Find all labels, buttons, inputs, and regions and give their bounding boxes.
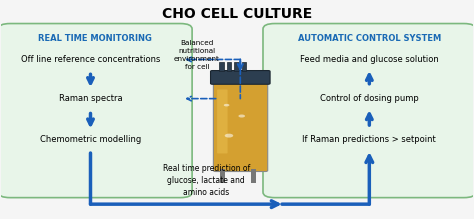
FancyBboxPatch shape (213, 74, 268, 171)
Circle shape (238, 115, 245, 118)
Text: CHO CELL CULTURE: CHO CELL CULTURE (162, 7, 312, 21)
Text: Control of dosing pump: Control of dosing pump (320, 94, 419, 103)
Text: Real time prediction of
glucose, lactate and
amino acids: Real time prediction of glucose, lactate… (163, 164, 250, 196)
Bar (251, 169, 256, 184)
Bar (242, 62, 246, 71)
Text: Feed media and glucose solution: Feed media and glucose solution (300, 55, 439, 64)
FancyBboxPatch shape (210, 71, 270, 84)
FancyBboxPatch shape (217, 90, 228, 154)
FancyBboxPatch shape (263, 24, 474, 198)
Text: REAL TIME MONITORING: REAL TIME MONITORING (38, 34, 152, 43)
Bar (219, 62, 224, 71)
Bar (227, 62, 231, 71)
FancyBboxPatch shape (0, 24, 192, 198)
Bar (234, 62, 239, 71)
Text: Balanced
nutritional
environment
for cell: Balanced nutritional environment for cel… (174, 40, 220, 70)
Text: If Raman predictions > setpoint: If Raman predictions > setpoint (302, 136, 436, 145)
Text: Raman spectra: Raman spectra (59, 94, 122, 103)
Bar (220, 169, 225, 184)
Text: AUTOMATIC CONTROL SYSTEM: AUTOMATIC CONTROL SYSTEM (298, 34, 441, 43)
Circle shape (225, 134, 233, 138)
Text: Chemometric modelling: Chemometric modelling (40, 136, 141, 145)
Text: Off line reference concentrations: Off line reference concentrations (21, 55, 160, 64)
Circle shape (224, 104, 229, 106)
